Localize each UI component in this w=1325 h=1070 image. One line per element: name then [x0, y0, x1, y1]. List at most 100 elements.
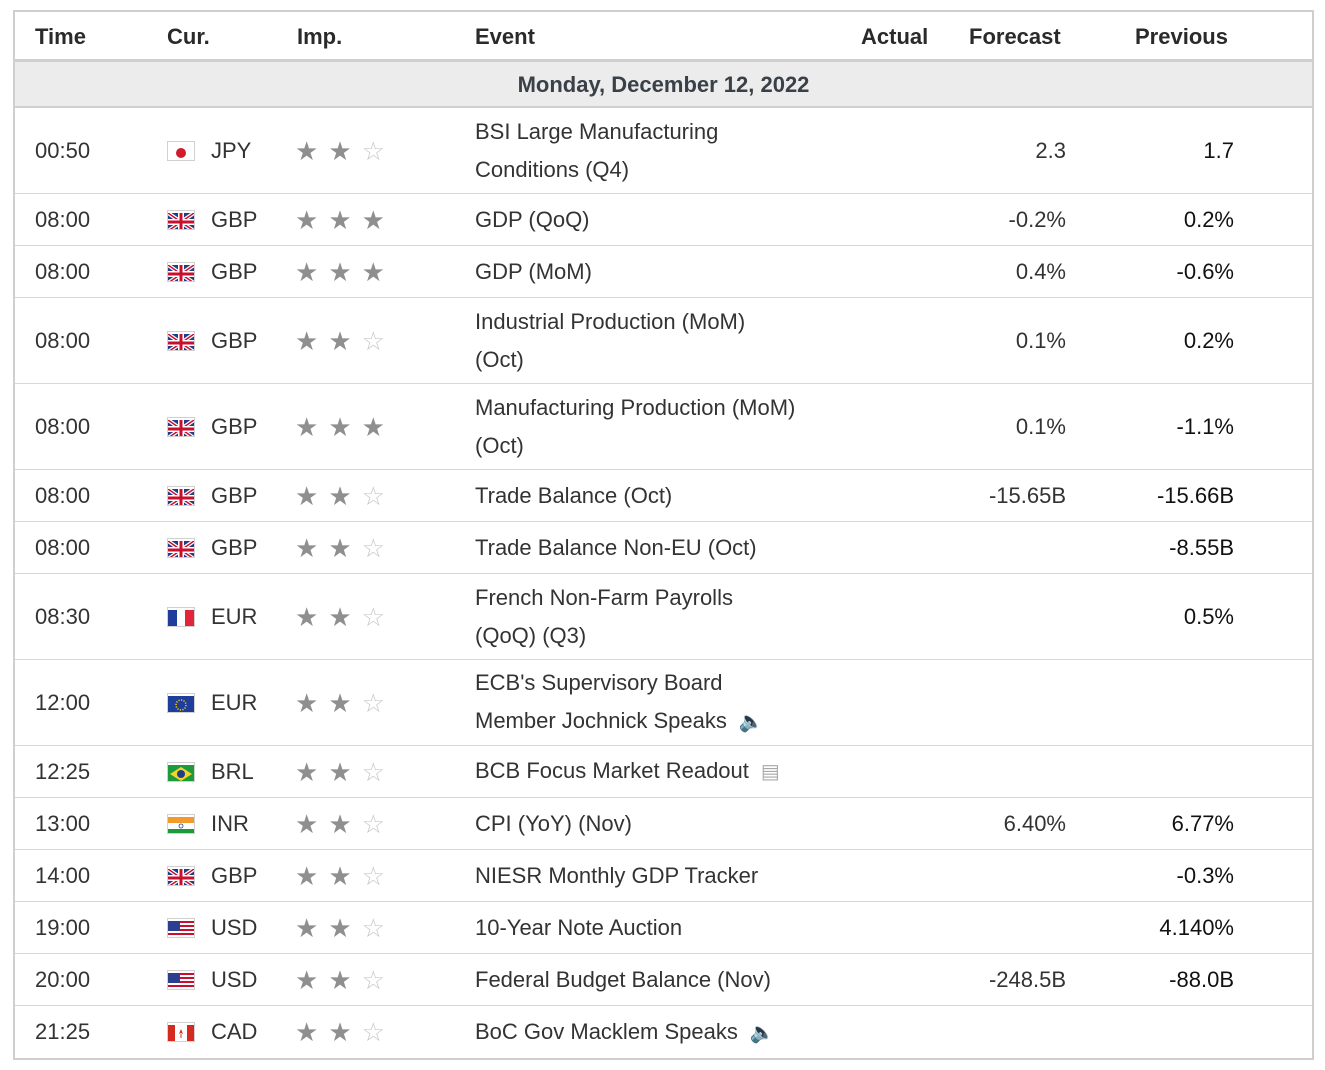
previous-value: 1.7 — [1203, 137, 1234, 163]
speaker-icon[interactable]: 🔈 — [749, 1021, 775, 1044]
event-name-line1[interactable]: NIESR Monthly GDP Tracker — [475, 862, 759, 888]
table-row[interactable]: 08:30 EUR ★ ★ ☆ French Non-Farm Payrolls (Q… — [15, 574, 1312, 660]
table-row[interactable]: 19:00 USD ★ ★ ☆ 10-Year Note Auction 4.140… — [15, 902, 1312, 954]
event-name[interactable]: Manufacturing Production (MoM) (Oct) — [475, 384, 875, 469]
star-filled-icon: ★ — [361, 256, 385, 287]
previous-value: -15.66B — [1156, 482, 1234, 508]
star-filled-icon: ★ — [328, 860, 352, 891]
currency-flag — [167, 246, 195, 297]
forecast-value: 2.3 — [1035, 137, 1066, 163]
star-filled-icon: ★ — [295, 756, 319, 787]
event-name[interactable]: ECB's Supervisory Board Member Jochnick S… — [475, 660, 875, 745]
event-time: 12:00 — [35, 689, 91, 715]
star-filled-icon: ★ — [328, 532, 352, 563]
event-name[interactable]: BoC Gov Macklem Speaks 🔈 — [475, 1006, 875, 1058]
event-name-line1[interactable]: Federal Budget Balance (Nov) — [475, 966, 771, 992]
currency-flag — [167, 194, 195, 245]
forecast-value: -15.65B — [988, 482, 1066, 508]
table-row[interactable]: 13:00 INR ★ ★ ☆ CPI (YoY) (Nov) 6.40% 6.77… — [15, 798, 1312, 850]
star-filled-icon: ★ — [328, 256, 352, 287]
currency-code: JPY — [211, 137, 252, 163]
importance-stars: ★ ★ ★ — [295, 246, 385, 297]
forecast-value: 6.40% — [1003, 810, 1066, 836]
event-name-line1[interactable]: Manufacturing Production (MoM) — [475, 394, 796, 420]
star-filled-icon: ★ — [295, 860, 319, 891]
star-filled-icon: ★ — [295, 325, 319, 356]
table-row[interactable]: 08:00 GBP ★ ★ ★ Manufacturing Production (… — [15, 384, 1312, 470]
table-row[interactable]: 08:00 GBP ★ ★ ☆ Industrial Production (MoM… — [15, 298, 1312, 384]
event-name-line1[interactable]: CPI (YoY) (Nov) — [475, 810, 632, 836]
header-previous[interactable]: Previous — [1135, 24, 1228, 49]
star-empty-icon: ☆ — [361, 532, 385, 563]
event-time: 12:25 — [35, 758, 91, 784]
table-row[interactable]: 08:00 GBP ★ ★ ☆ Trade Balance (Oct) -15.65… — [15, 470, 1312, 522]
star-empty-icon: ☆ — [361, 1017, 385, 1047]
table-row[interactable]: 21:25 CAD ★ ★ ☆ BoC Gov Macklem Speaks 🔈 — [15, 1006, 1312, 1058]
table-row[interactable]: 14:00 GBP ★ ★ ☆ NIESR Monthly GDP Tracker … — [15, 850, 1312, 902]
event-time: 00:50 — [35, 137, 91, 163]
header-event[interactable]: Event — [475, 24, 535, 49]
document-icon[interactable]: ▤ — [760, 761, 780, 783]
star-empty-icon: ☆ — [361, 912, 385, 943]
table-row[interactable]: 12:25 BRL ★ ★ ☆ BCB Focus Market Readout ▤ — [15, 746, 1312, 798]
br-flag-icon — [167, 761, 195, 782]
event-name[interactable]: GDP (QoQ) — [475, 194, 875, 245]
event-name-line1[interactable]: BSI Large Manufacturing — [475, 118, 719, 144]
event-name-line1[interactable]: BoC Gov Macklem Speaks — [475, 1018, 738, 1044]
table-row[interactable]: 00:50 JPY ★ ★ ☆ BSI Large Manufacturing Con… — [15, 108, 1312, 194]
currency-code: GBP — [211, 206, 258, 232]
header-forecast[interactable]: Forecast — [969, 24, 1061, 49]
currency-flag — [167, 798, 195, 849]
uk-flag-icon — [167, 485, 195, 506]
header-actual[interactable]: Actual — [861, 24, 929, 49]
event-time: 08:00 — [35, 206, 91, 232]
importance-stars: ★ ★ ☆ — [295, 660, 385, 745]
event-name-line1[interactable]: ECB's Supervisory Board — [475, 670, 723, 695]
currency-flag — [167, 574, 195, 659]
event-name[interactable]: GDP (MoM) — [475, 246, 875, 297]
event-time: 21:25 — [35, 1019, 91, 1044]
event-name-line1[interactable]: 10-Year Note Auction — [475, 914, 683, 940]
event-name-line1[interactable]: French Non-Farm Payrolls — [475, 584, 733, 610]
speaker-icon[interactable]: 🔈 — [738, 711, 764, 733]
star-filled-icon: ★ — [295, 480, 319, 511]
previous-value: -88.0B — [1169, 966, 1234, 992]
event-name[interactable]: Trade Balance (Oct) — [475, 470, 875, 521]
table-row[interactable]: 08:00 GBP ★ ★ ☆ Trade Balance Non-EU (Oct)… — [15, 522, 1312, 574]
event-name[interactable]: BSI Large Manufacturing Conditions (Q4) — [475, 108, 875, 193]
event-name[interactable]: Industrial Production (MoM) (Oct) — [475, 298, 875, 383]
currency-code: GBP — [211, 327, 258, 353]
event-name[interactable]: NIESR Monthly GDP Tracker — [475, 850, 875, 901]
currency-code: EUR — [211, 689, 258, 715]
star-filled-icon: ★ — [295, 411, 319, 442]
uk-flag-icon — [167, 865, 195, 886]
event-name[interactable]: French Non-Farm Payrolls (QoQ) (Q3) — [475, 574, 875, 659]
table-row[interactable]: 20:00 USD ★ ★ ☆ Federal Budget Balance (No… — [15, 954, 1312, 1006]
currency-flag — [167, 384, 195, 469]
header-time[interactable]: Time — [35, 24, 86, 49]
event-name[interactable]: 10-Year Note Auction — [475, 902, 875, 953]
event-name-line1[interactable]: GDP (QoQ) — [475, 206, 590, 232]
event-name[interactable]: BCB Focus Market Readout ▤ — [475, 746, 875, 797]
table-row[interactable]: 08:00 GBP ★ ★ ★ GDP (MoM) 0.4% -0.6% — [15, 246, 1312, 298]
star-filled-icon: ★ — [328, 808, 352, 839]
table-row[interactable]: 08:00 GBP ★ ★ ★ GDP (QoQ) -0.2% 0.2% — [15, 194, 1312, 246]
event-name-line1[interactable]: Trade Balance Non-EU (Oct) — [475, 534, 757, 560]
event-time: 08:00 — [35, 482, 91, 508]
event-name-line1[interactable]: Trade Balance (Oct) — [475, 482, 673, 508]
header-importance[interactable]: Imp. — [297, 24, 343, 49]
event-name-line1[interactable]: GDP (MoM) — [475, 258, 592, 284]
economic-calendar-table: Time Cur. Imp. Event Actual Forecast Pre… — [13, 10, 1314, 1060]
event-name[interactable]: Federal Budget Balance (Nov) — [475, 954, 875, 1005]
previous-value: 6.77% — [1171, 810, 1234, 836]
table-row[interactable]: 12:00 EUR ★ ★ ☆ ECB's Supervisory Board Mem… — [15, 660, 1312, 746]
event-name-line1[interactable]: BCB Focus Market Readout — [475, 758, 749, 783]
event-name-line1[interactable]: Industrial Production (MoM) — [475, 308, 746, 334]
header-currency[interactable]: Cur. — [167, 24, 210, 49]
event-time: 08:30 — [35, 603, 91, 629]
event-name[interactable]: CPI (YoY) (Nov) — [475, 798, 875, 849]
star-filled-icon: ★ — [328, 135, 352, 166]
star-filled-icon: ★ — [361, 204, 385, 235]
star-filled-icon: ★ — [295, 204, 319, 235]
event-name[interactable]: Trade Balance Non-EU (Oct) — [475, 522, 875, 573]
